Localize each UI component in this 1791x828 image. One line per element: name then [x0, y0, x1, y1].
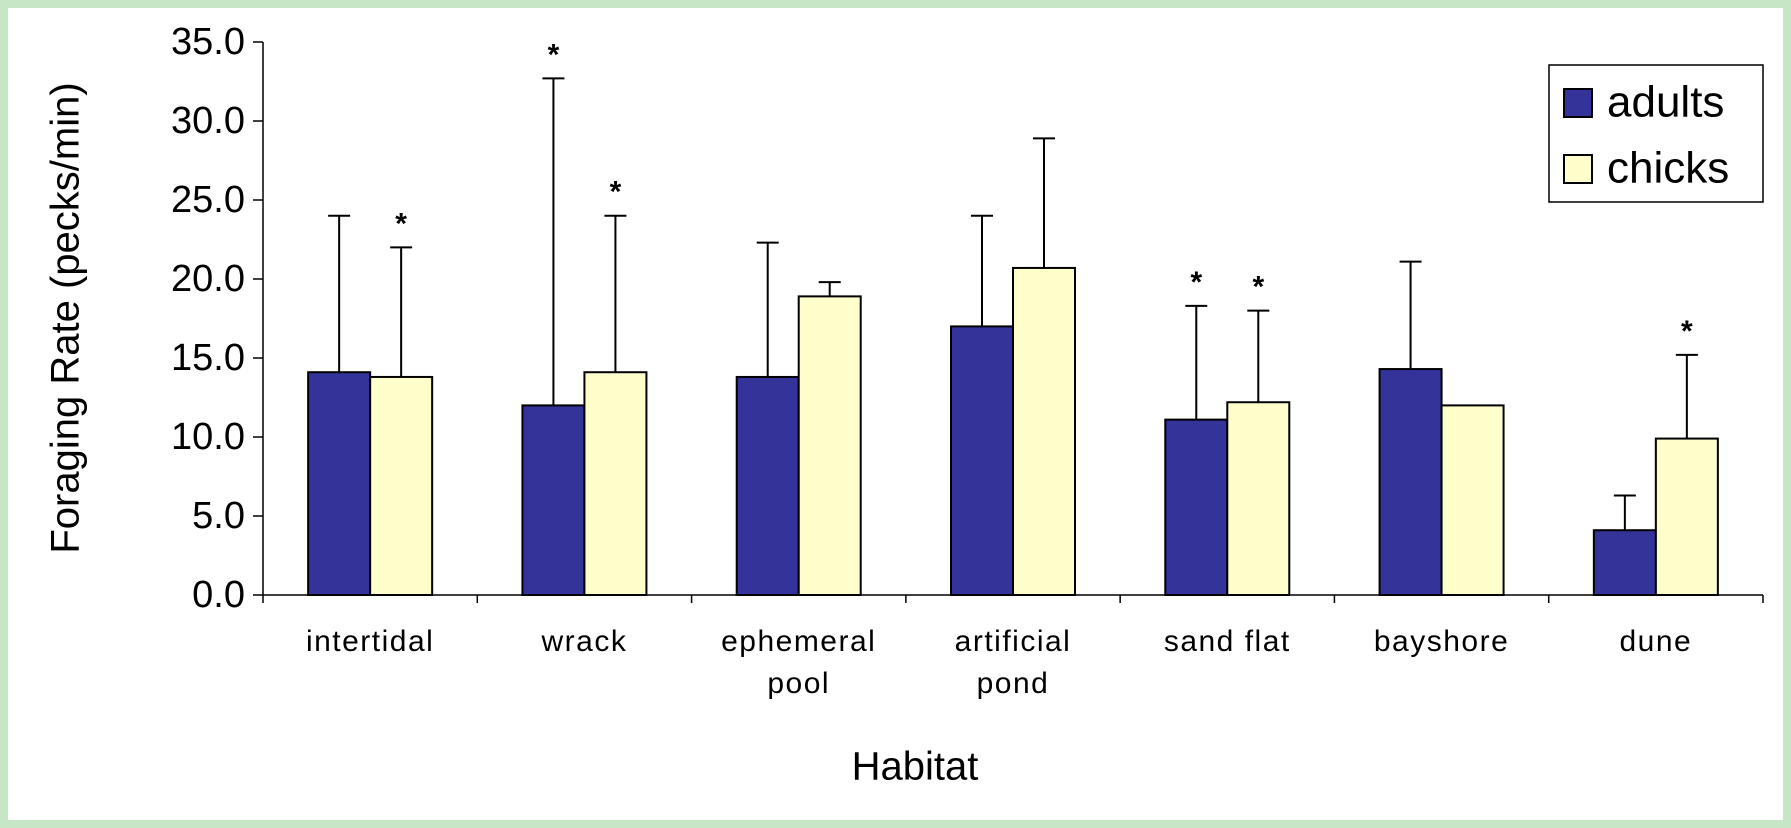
- annotation: *: [548, 38, 560, 71]
- bar: [797, 295, 862, 596]
- legend-swatch: [1563, 154, 1593, 184]
- x-tick-label: intertidal: [306, 625, 434, 658]
- y-tick-label: 5.0: [192, 495, 245, 537]
- x-tick-label-line: bayshore: [1374, 625, 1509, 658]
- x-tick-label-line: wrack: [541, 625, 628, 658]
- bar: [521, 404, 586, 596]
- bar: [950, 325, 1014, 596]
- y-tick-label: 10.0: [171, 416, 245, 458]
- x-tick-label: dune: [1619, 625, 1692, 658]
- annotation: *: [1252, 271, 1264, 304]
- y-tick-label: 25.0: [171, 179, 245, 221]
- legend-label: chicks: [1607, 144, 1729, 193]
- y-tick-label: 0.0: [192, 574, 245, 616]
- bar: [1592, 529, 1657, 596]
- x-tick-label-line: pond: [977, 667, 1050, 700]
- bar: [1654, 437, 1719, 596]
- bar: [1440, 404, 1505, 596]
- x-tick-label: artificial pond: [955, 625, 1072, 700]
- y-axis-title: Foraging Rate (pecks/min): [44, 82, 88, 553]
- x-tick-label-line: sand flat: [1164, 625, 1291, 658]
- bar: [1012, 266, 1076, 596]
- x-tick-label-line: dune: [1619, 625, 1692, 658]
- bar: [307, 371, 372, 596]
- x-tick-label-line: pool: [767, 667, 830, 700]
- annotation: *: [610, 176, 622, 209]
- bar: [735, 375, 800, 596]
- x-tick-label-line: ephemeral: [721, 625, 876, 658]
- x-axis-title: Habitat: [852, 745, 979, 789]
- annotation: *: [395, 207, 407, 240]
- x-tick-label: bayshore: [1374, 625, 1509, 658]
- annotation: *: [1190, 266, 1202, 299]
- bar: [369, 375, 434, 596]
- y-tick-label: 35.0: [171, 21, 245, 63]
- bar: [1378, 368, 1443, 596]
- x-tick-label: sand flat: [1164, 625, 1291, 658]
- bar: [1226, 401, 1291, 596]
- y-tick-label: 20.0: [171, 258, 245, 300]
- y-tick-label: 15.0: [171, 337, 245, 379]
- bar: [583, 371, 648, 596]
- chart-background: [8, 8, 1783, 820]
- x-tick-label: wrack: [541, 625, 628, 658]
- x-tick-label-line: artificial: [955, 625, 1072, 658]
- y-tick-label: 30.0: [171, 100, 245, 142]
- annotation: *: [1681, 315, 1693, 348]
- legend-label: adults: [1607, 78, 1724, 127]
- x-tick-label: ephemeral pool: [721, 625, 876, 700]
- bar: [1164, 418, 1229, 596]
- legend-swatch: [1563, 88, 1593, 118]
- x-tick-label-line: intertidal: [306, 625, 434, 658]
